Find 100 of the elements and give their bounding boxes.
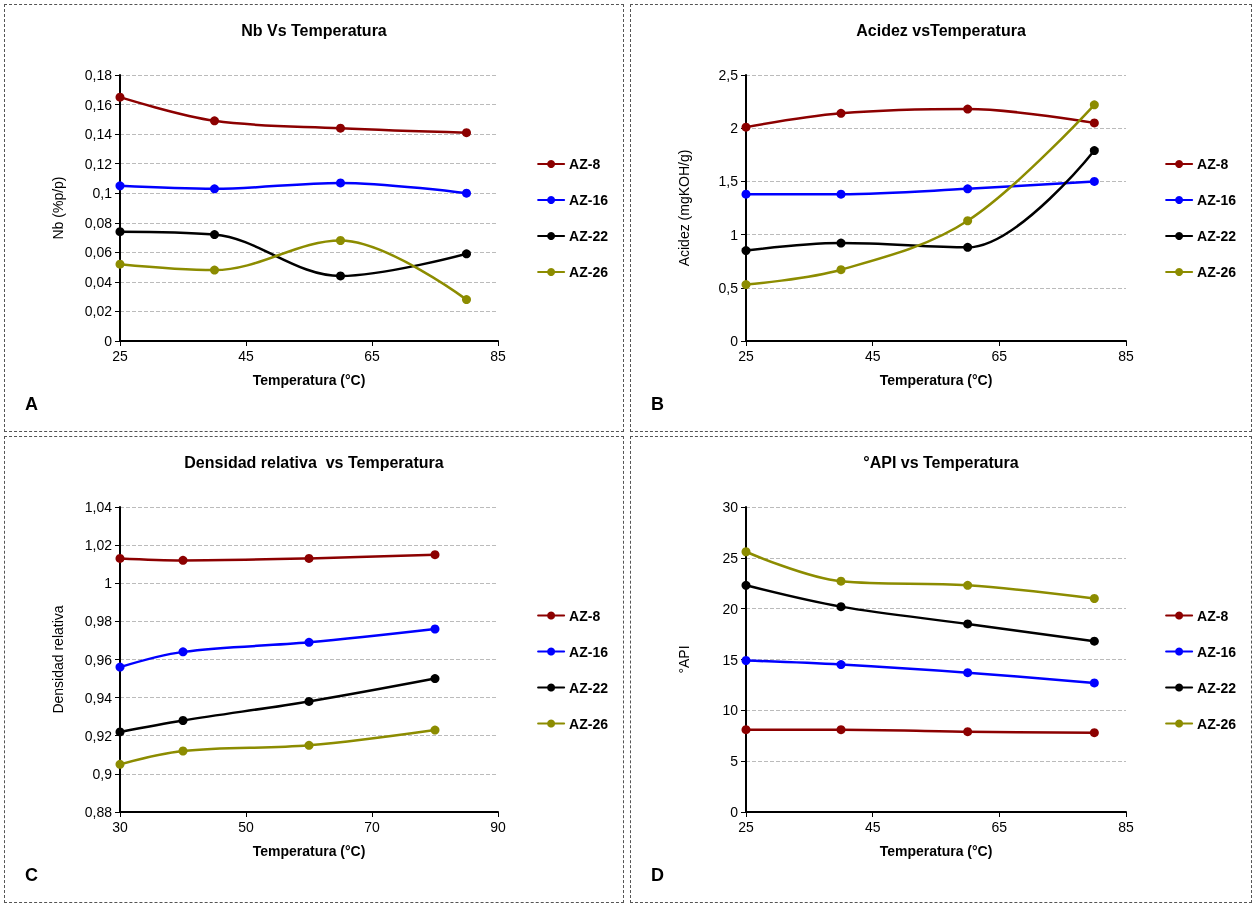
y-tick-label: 0,02	[84, 303, 113, 320]
y-tick-label: 0,94	[84, 689, 113, 706]
y-tick-label: 0,9	[92, 765, 113, 782]
x-tick-label: 65	[364, 348, 380, 364]
point	[178, 647, 188, 657]
y-tick-label: 25	[722, 549, 739, 566]
x-tick-label: 70	[364, 819, 380, 835]
point	[1089, 728, 1099, 738]
y-tick-label: 2	[730, 120, 739, 137]
y-tick-label: 2,5	[718, 67, 739, 83]
text: A	[25, 394, 38, 414]
point	[741, 122, 751, 132]
y-tick-label: 15	[722, 651, 739, 668]
y-axis-title: Nb (%p/p)	[50, 176, 66, 240]
x-tick-label: 85	[490, 348, 506, 364]
y-tick-label: 0,08	[84, 214, 113, 231]
legend-label: AZ-8	[1197, 156, 1229, 172]
chart-title: Acidez vsTemperatura	[856, 21, 1026, 39]
point	[115, 759, 125, 769]
legend-label: AZ-26	[569, 264, 609, 280]
legend-label: AZ-22	[1197, 228, 1237, 244]
x-tick-label: 45	[864, 348, 881, 364]
legend-label: AZ-26	[1197, 715, 1237, 732]
point	[836, 108, 846, 118]
text: C	[25, 865, 38, 885]
point	[836, 576, 846, 586]
point	[963, 727, 973, 737]
y-tick-label: 0,14	[84, 126, 113, 143]
y-tick-label: 0	[730, 804, 739, 820]
point	[963, 184, 973, 194]
y-axis-title: Acidez (mgKOH/g)	[676, 149, 692, 267]
text: D	[651, 865, 664, 885]
y-tick-label: 0,92	[84, 727, 113, 744]
point	[430, 624, 440, 634]
point	[115, 92, 125, 102]
x-tick-label: 65	[991, 348, 1008, 364]
point	[1089, 678, 1099, 688]
legend-label: AZ-16	[1197, 643, 1237, 660]
point	[836, 238, 846, 248]
point	[836, 602, 846, 612]
point	[963, 216, 973, 226]
chart-title: Densidad relativa vs Temperatura	[184, 453, 444, 471]
y-tick-label: 0,98	[84, 613, 113, 630]
point	[963, 580, 973, 590]
point	[210, 116, 219, 126]
point	[836, 660, 846, 670]
y-tick-label: 0	[730, 333, 739, 349]
y-axis-title: °API	[676, 645, 692, 674]
x-tick-label: 85	[1118, 348, 1134, 364]
point	[115, 259, 125, 269]
point	[741, 725, 751, 735]
point	[836, 189, 846, 199]
point	[1089, 118, 1099, 128]
legend-label: AZ-8	[569, 156, 601, 172]
point	[304, 696, 314, 706]
y-tick-label: 0,1	[92, 185, 113, 202]
x-tick-label: 50	[238, 819, 254, 835]
x-tick-label: 45	[238, 348, 254, 364]
y-tick-label: 0,96	[84, 651, 113, 668]
point	[741, 580, 751, 590]
y-axis-title: Densidad relativa	[50, 605, 66, 714]
x-tick-label: 45	[864, 819, 881, 835]
point	[430, 725, 440, 735]
point	[336, 178, 345, 188]
text: B	[651, 394, 664, 414]
point	[741, 246, 751, 256]
point	[462, 249, 471, 259]
x-tick-label: 65	[991, 819, 1008, 835]
x-axis-title: Temperatura (°C)	[252, 372, 366, 388]
point	[430, 674, 440, 684]
legend-label: AZ-16	[1197, 192, 1237, 208]
chart-title: °API vs Temperatura	[863, 453, 1019, 471]
point	[210, 230, 219, 240]
legend-label: AZ-8	[569, 607, 601, 624]
chart-title: Nb Vs Temperatura	[241, 21, 387, 39]
legend-label: AZ-22	[569, 228, 609, 244]
x-axis-title: Temperatura (°C)	[879, 372, 993, 388]
point	[336, 271, 345, 281]
point	[115, 227, 125, 237]
point	[741, 547, 751, 557]
point	[741, 656, 751, 666]
point	[1089, 176, 1099, 186]
legend-label: AZ-22	[569, 679, 609, 696]
point	[115, 181, 125, 191]
y-tick-label: 0,16	[84, 96, 113, 113]
y-tick-label: 5	[730, 753, 739, 770]
point	[963, 104, 973, 114]
point	[210, 184, 219, 194]
point	[836, 725, 846, 735]
legend-label: AZ-26	[569, 715, 609, 732]
x-axis-title: Temperatura (°C)	[252, 843, 366, 859]
legend-label: AZ-26	[1197, 264, 1237, 280]
y-tick-label: 0,12	[84, 155, 113, 172]
point	[210, 265, 219, 275]
legend-label: AZ-22	[1197, 679, 1237, 696]
point	[304, 740, 314, 750]
point	[178, 555, 188, 565]
y-tick-label: 1,02	[84, 537, 113, 554]
y-tick-label: 20	[722, 600, 739, 617]
point	[462, 188, 471, 198]
